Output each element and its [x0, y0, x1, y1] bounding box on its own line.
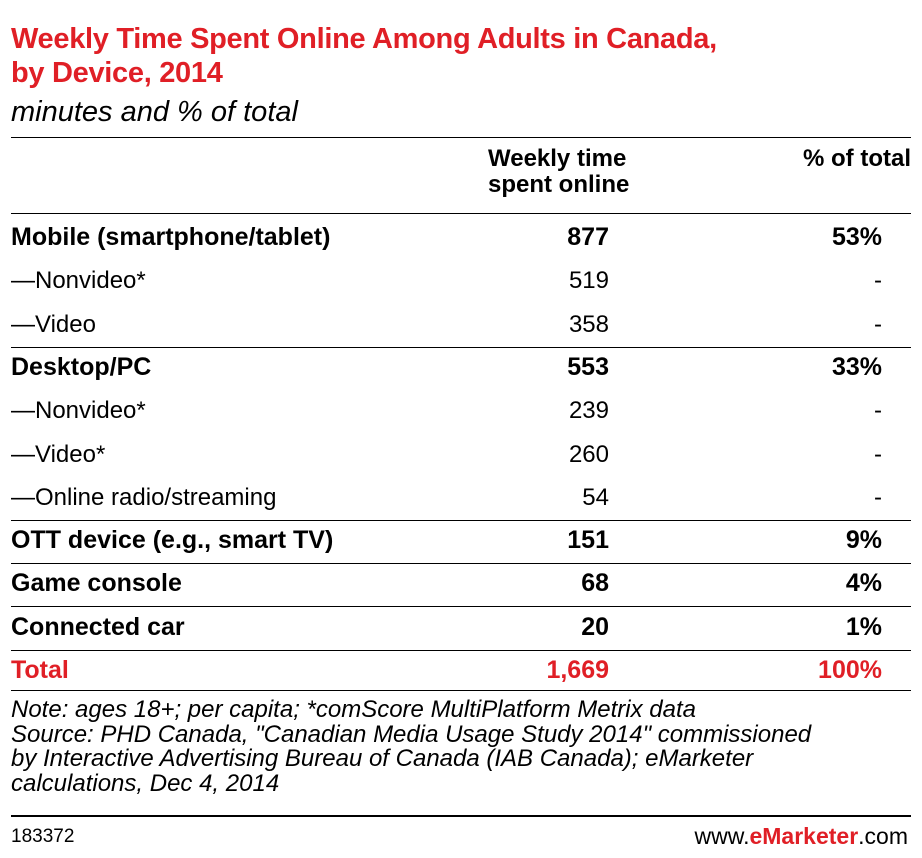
row-pct-value: 4%	[845, 569, 882, 597]
row-pct-value: 9%	[845, 526, 882, 554]
row-label: Total	[11, 656, 69, 684]
row-pct-value: -	[874, 397, 882, 424]
chart-id: 183372	[11, 826, 75, 847]
row-separator	[11, 563, 911, 564]
row-separator	[11, 520, 911, 521]
table-row-total: Total 1,669 100%	[11, 649, 911, 692]
chart-notes: Note: ages 18+; per capita; *comScore Mu…	[11, 696, 916, 797]
row-pct-value: -	[874, 267, 882, 294]
source-line-2: by Interactive Advertising Bureau of Can…	[11, 745, 754, 772]
row-pct-value: -	[874, 311, 882, 338]
source-line-1: Source: PHD Canada, "Canadian Media Usag…	[11, 720, 812, 748]
row-time-value: 151	[567, 526, 609, 554]
table-row: —Nonvideo* 239 -	[11, 389, 911, 432]
column-header-time: Weekly time spent online	[488, 146, 688, 198]
table-row: —Nonvideo* 519 -	[11, 259, 911, 302]
source-line-3: calculations, Dec 4, 2014	[11, 769, 280, 797]
row-label: —Nonvideo*	[11, 267, 146, 294]
chart-title: Weekly Time Spent Online Among Adults in…	[11, 22, 911, 90]
row-label: OTT device (e.g., smart TV)	[11, 526, 334, 554]
column-header-time-line-1: Weekly time	[488, 145, 627, 172]
column-header-pct: % of total	[803, 145, 911, 172]
row-time-value: 1,669	[546, 656, 609, 684]
title-line-2: by Device, 2014	[11, 57, 223, 89]
row-time-value: 519	[568, 267, 609, 294]
chart-subtitle: minutes and % of total	[11, 96, 298, 128]
row-separator	[11, 650, 911, 651]
table-row: —Online radio/streaming 54 -	[11, 476, 911, 519]
table-row: Game console 68 4%	[11, 562, 911, 605]
row-time-value: 553	[567, 353, 609, 381]
row-label: Game console	[11, 569, 182, 597]
row-label: —Nonvideo*	[11, 397, 146, 424]
table-row: —Video* 260 -	[11, 433, 911, 476]
row-label: Mobile (smartphone/tablet)	[11, 223, 331, 251]
table-row: Mobile (smartphone/tablet) 877 53%	[11, 216, 911, 259]
row-separator	[11, 606, 911, 607]
table-row: —Video 358 -	[11, 303, 911, 346]
row-time-value: 239	[568, 397, 609, 424]
row-time-value: 877	[567, 223, 609, 251]
row-pct-value: 53%	[831, 223, 882, 251]
row-label: Desktop/PC	[11, 353, 152, 381]
row-pct-value: 1%	[845, 613, 882, 641]
row-time-value: 260	[568, 441, 609, 468]
row-label: Connected car	[11, 613, 185, 641]
table-bottom-rule	[11, 690, 911, 691]
row-pct-value: -	[874, 441, 882, 468]
row-time-value: 20	[581, 613, 609, 641]
row-pct-value: 100%	[818, 656, 882, 684]
footer-rule	[11, 815, 911, 817]
top-rule	[11, 137, 911, 138]
row-label: —Video*	[11, 441, 106, 468]
brand-logo: www.eMarketer.com	[695, 824, 908, 848]
brand-prefix: www.	[694, 823, 750, 849]
row-pct-value: -	[874, 484, 882, 511]
title-line-1: Weekly Time Spent Online Among Adults in…	[11, 23, 717, 55]
brand-name: eMarketer	[749, 823, 859, 849]
row-label: —Video	[11, 311, 96, 338]
brand-suffix: .com	[858, 823, 908, 849]
row-pct-value: 33%	[831, 353, 882, 381]
row-label: —Online radio/streaming	[11, 484, 277, 511]
row-time-value: 54	[582, 484, 609, 511]
table-row: OTT device (e.g., smart TV) 151 9%	[11, 519, 911, 562]
row-time-value: 68	[581, 569, 609, 597]
column-header-time-line-2: spent online	[488, 171, 630, 198]
note-line-1: Note: ages 18+; per capita; *comScore Mu…	[11, 696, 696, 723]
row-separator	[11, 347, 911, 348]
table-row: Desktop/PC 553 33%	[11, 346, 911, 389]
row-time-value: 358	[568, 311, 609, 338]
table-row: Connected car 20 1%	[11, 606, 911, 649]
header-rule	[11, 213, 911, 214]
